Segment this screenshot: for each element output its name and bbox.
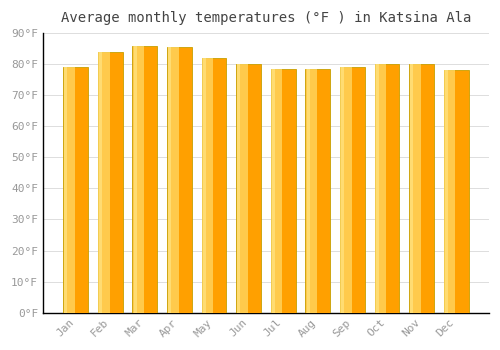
Bar — [134, 46, 136, 313]
Bar — [203, 58, 206, 313]
Bar — [409, 64, 434, 313]
Bar — [168, 47, 178, 313]
Bar — [236, 64, 248, 313]
Bar — [98, 52, 122, 313]
Bar — [341, 67, 344, 313]
Bar — [64, 67, 68, 313]
Bar — [340, 67, 351, 313]
Bar — [375, 64, 386, 313]
Bar — [306, 69, 317, 313]
Bar — [132, 46, 158, 313]
Bar — [271, 69, 295, 313]
Bar — [340, 67, 365, 313]
Bar — [444, 70, 456, 313]
Bar — [272, 69, 275, 313]
Bar — [168, 47, 171, 313]
Bar — [374, 64, 400, 313]
Title: Average monthly temperatures (°F ) in Katsina Ala: Average monthly temperatures (°F ) in Ka… — [60, 11, 471, 25]
Bar — [445, 70, 448, 313]
Bar — [272, 69, 282, 313]
Bar — [64, 67, 75, 313]
Bar — [444, 70, 468, 313]
Bar — [202, 58, 213, 313]
Bar — [202, 58, 226, 313]
Bar — [410, 64, 414, 313]
Bar — [376, 64, 379, 313]
Bar — [306, 69, 310, 313]
Bar — [167, 47, 192, 313]
Bar — [63, 67, 88, 313]
Bar — [98, 52, 110, 313]
Bar — [410, 64, 421, 313]
Bar — [99, 52, 102, 313]
Bar — [236, 64, 261, 313]
Bar — [133, 46, 144, 313]
Bar — [238, 64, 240, 313]
Bar — [306, 69, 330, 313]
